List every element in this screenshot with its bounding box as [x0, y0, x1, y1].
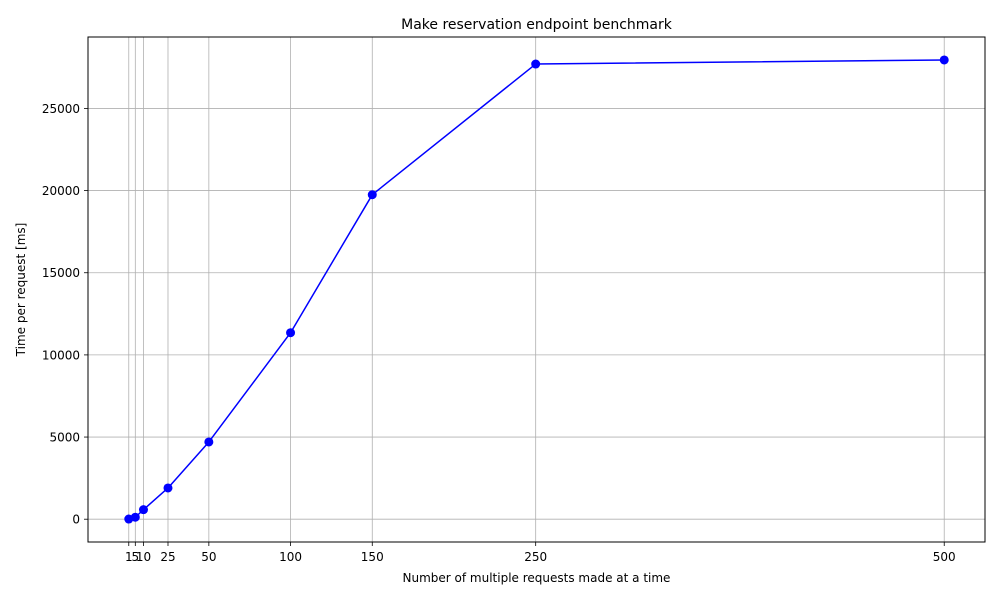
plot-frame: [87, 36, 986, 543]
y-tick-label: 0: [72, 513, 80, 527]
x-tick-label: 10: [136, 550, 151, 564]
y-tick-label: 20000: [42, 184, 80, 198]
x-tick-label: 25: [160, 550, 175, 564]
data-point: [286, 328, 296, 338]
data-point: [130, 512, 140, 522]
x-tick-label: 5: [131, 550, 139, 564]
y-tick-label: 5000: [49, 431, 80, 445]
data-point: [138, 505, 148, 515]
x-tick-label: 250: [524, 550, 547, 564]
data-point: [367, 190, 377, 200]
x-tick-label: 500: [933, 550, 956, 564]
series-layer: [124, 55, 949, 524]
data-point: [204, 437, 214, 447]
grid: [88, 37, 985, 542]
x-tick-label: 100: [279, 550, 302, 564]
series-line: [128, 59, 945, 520]
x-tick-label: 150: [361, 550, 384, 564]
y-tick-label: 10000: [42, 348, 80, 362]
y-tick-label: 25000: [42, 102, 80, 116]
data-point: [939, 55, 949, 65]
x-tick-label: 1: [125, 550, 133, 564]
x-axis-label: Number of multiple requests made at a ti…: [403, 571, 671, 585]
data-point: [531, 59, 541, 69]
x-tick-label: 50: [201, 550, 216, 564]
chart-title: Make reservation endpoint benchmark: [401, 17, 673, 33]
y-tick-label: 15000: [42, 266, 80, 280]
y-axis-label: Time per request [ms]: [14, 223, 28, 358]
data-point: [163, 483, 173, 493]
